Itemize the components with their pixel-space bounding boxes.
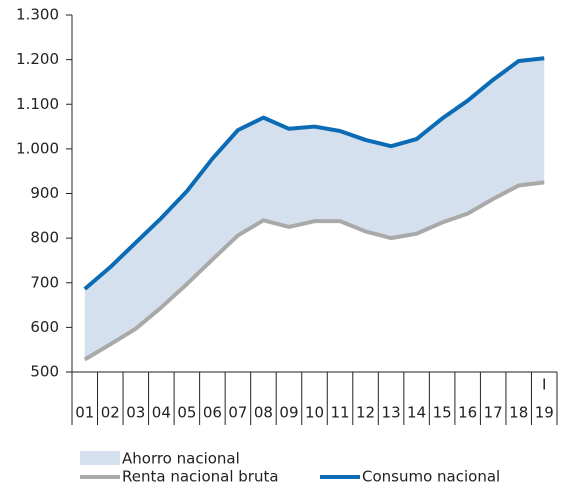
x-tick-label: 19 [535,404,554,422]
x-tick-label: 07 [228,404,247,422]
y-tick-label: 800 [30,229,59,247]
legend-label: Renta nacional bruta [122,468,279,486]
x-tick-label: 11 [330,404,349,422]
x-tick-label: 10 [305,404,324,422]
legend-swatch [80,451,120,465]
x-tick-label: 01 [75,404,94,422]
y-tick-label: 1.100 [16,95,59,113]
x-tick-label: 18 [509,404,528,422]
x-tick-label: 14 [407,404,426,422]
x-tick-label: 09 [279,404,298,422]
y-tick-label: 700 [30,273,59,291]
x-tick-label: 13 [382,404,401,422]
x-tick-label: 04 [152,404,171,422]
line [83,56,545,291]
y-tick-label: 1.200 [16,50,59,68]
legend-label: Consumo nacional [362,468,500,486]
y-tick-label: 1.300 [16,6,59,24]
x-tick-label: 12 [356,404,375,422]
area [84,58,545,360]
x-tick-label: 05 [177,404,196,422]
x-tick-label: 08 [254,404,273,422]
x-tick-label: 03 [126,404,145,422]
y-tick-label: 1.000 [16,139,59,157]
x-tick-label: 17 [484,404,503,422]
legend-label: Ahorro nacional [122,450,240,468]
y-tick-label: 900 [30,184,59,202]
x-tick-label: 15 [433,404,452,422]
x-tick-label: 06 [203,404,222,422]
line [83,180,545,362]
x-tick-label: 02 [101,404,120,422]
y-tick-label: 500 [30,363,59,381]
x-annotation: I [542,376,546,394]
y-tick-label: 600 [30,318,59,336]
x-tick-label: 16 [458,404,477,422]
